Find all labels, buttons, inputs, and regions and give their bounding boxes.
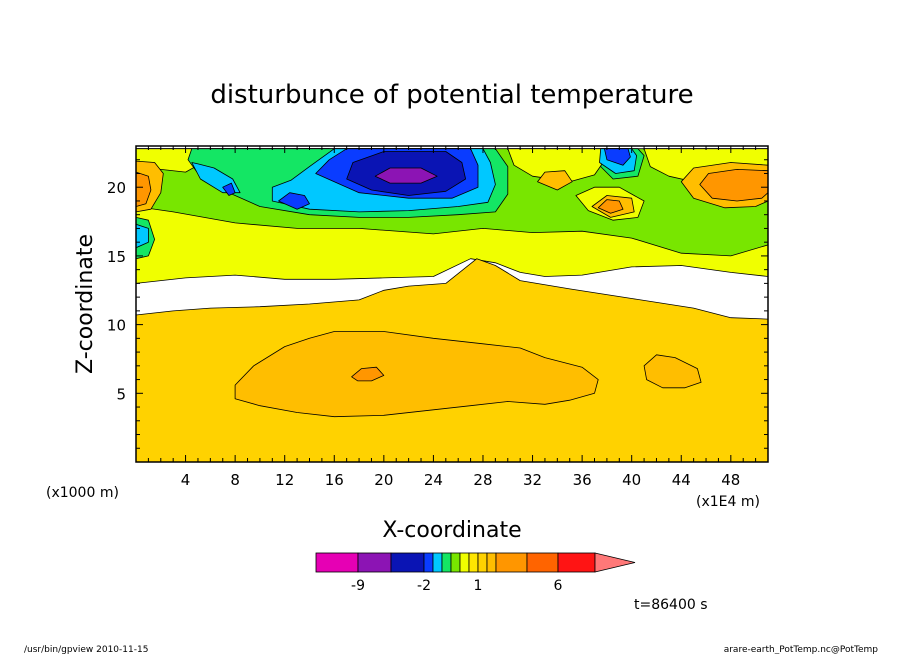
colorbar-tick-label: -9 [351,578,365,594]
footer-left-note: /usr/bin/gpview 2010-11-15 [24,645,148,654]
colorbar-tick-label: 1 [474,578,483,594]
colorbar-segment [526,552,559,573]
x-tick-label: 12 [275,471,294,489]
contour-region-29 [351,366,385,382]
contour-region-30 [643,354,702,389]
colorbar-segment [495,552,528,573]
x-tick-label: 4 [181,471,191,489]
colorbar-segment [486,552,497,573]
contour-region-24 [136,171,152,207]
contour-region-25 [597,199,624,214]
colorbar-segment [357,552,392,573]
colorbar-segment [459,552,470,573]
x-tick-label: 36 [573,471,592,489]
time-label: t=86400 s [634,597,708,613]
colorbar-segment [468,552,479,573]
plot-frame [135,145,769,463]
x-tick-label: 8 [230,471,240,489]
x-tick-label: 24 [424,471,443,489]
y-tick-label: 20 [107,179,126,197]
colorbar-segment [423,552,434,573]
contour-region-19 [374,167,438,184]
y-axis-label: Z-coordinate [73,234,98,374]
colorbar: -9 -2 1 6 [315,552,636,594]
x-axis-label: X-coordinate [382,518,521,543]
contour-fill-regions [136,148,768,462]
chart-title: disturbunce of potential temperature [210,80,693,110]
plot-area [135,145,769,463]
x-tick-label: 40 [622,471,641,489]
x-tick-label: 20 [374,471,393,489]
contour-region-28 [234,331,599,418]
x-axis: 4 8 12 16 20 24 28 32 36 40 44 48 [147,146,757,489]
contour-region-21 [537,170,573,191]
x-tick-label: 48 [721,471,740,489]
colorbar-segment [432,552,443,573]
y-axis: 5 10 15 20 [107,159,768,449]
x-units-left: (x1000 m) [46,485,119,501]
contour-region-15 [278,192,310,210]
x-tick-label: 16 [325,471,344,489]
colorbar-extension [594,552,636,573]
colorbar-segment [441,552,452,573]
colorbar-tick-label: -2 [417,578,431,594]
footer-right-note: arare-earth_PotTemp.nc@PotTemp [724,645,879,654]
colorbar-segment [390,552,425,573]
x-tick-label: 32 [523,471,542,489]
x-tick-label: 28 [473,471,492,489]
colorbar-tick-label: 6 [554,578,563,594]
colorbar-segment [450,552,461,573]
y-tick-label: 15 [107,248,126,266]
contour-region-26 [699,168,768,202]
y-tick-label: 5 [116,385,126,403]
contour-region-17 [604,148,631,166]
x-tick-label: 44 [672,471,691,489]
colorbar-segment [315,552,359,573]
contour-region-16 [222,182,236,196]
x-units-right: (x1E4 m) [696,494,760,510]
colorbar-segment [477,552,488,573]
y-tick-label: 10 [107,317,126,335]
colorbar-segment [557,552,596,573]
